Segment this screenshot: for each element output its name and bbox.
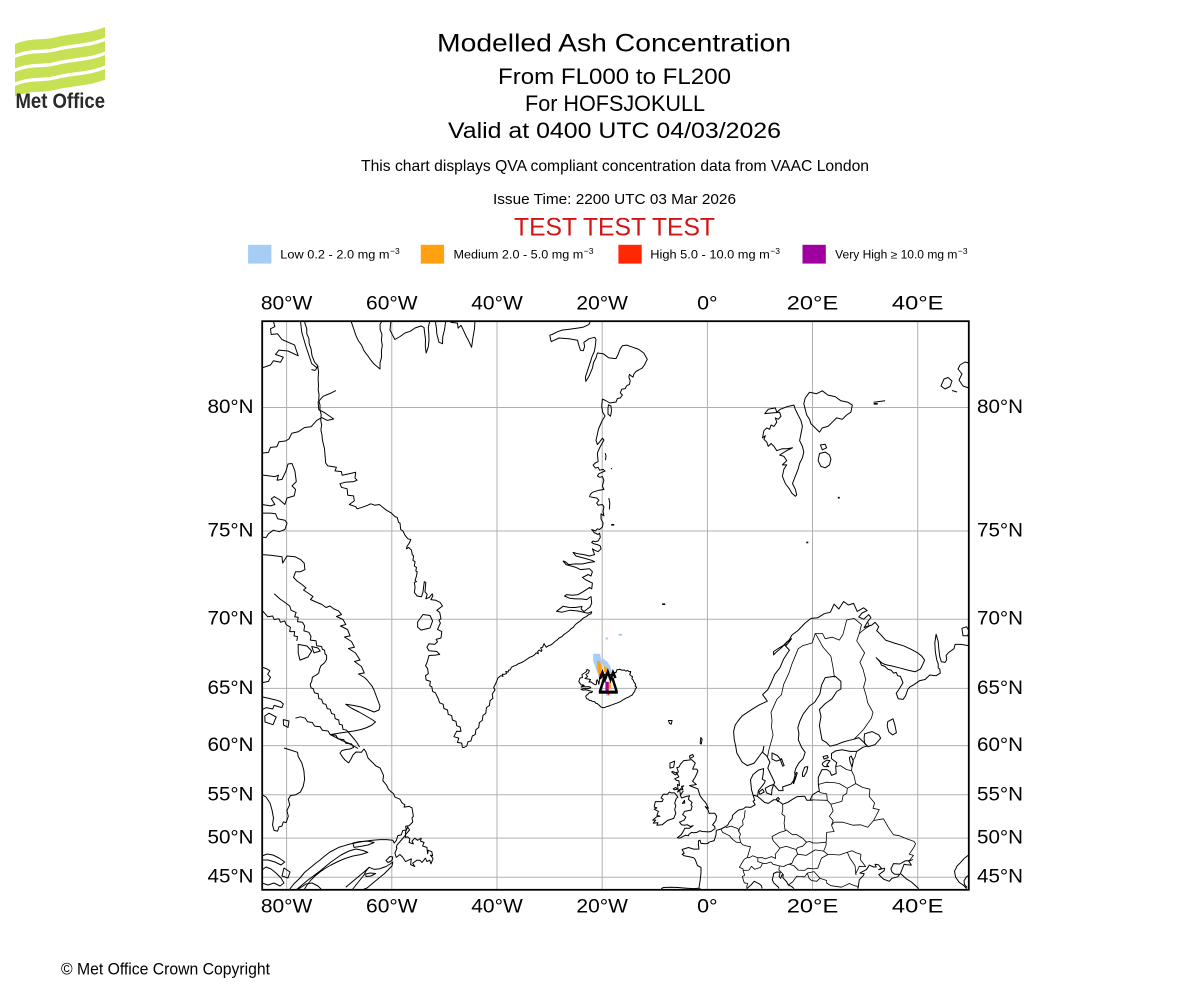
svg-text:−3: −3 <box>390 246 400 256</box>
svg-text:Medium 2.0 - 5.0 mg m: Medium 2.0 - 5.0 mg m <box>454 249 584 261</box>
svg-text:20°E: 20°E <box>787 896 839 918</box>
svg-text:This chart displays QVA compli: This chart displays QVA compliant concen… <box>361 158 869 175</box>
svg-text:High 5.0 - 10.0 mg m: High 5.0 - 10.0 mg m <box>650 249 770 261</box>
svg-text:70°N: 70°N <box>208 608 254 630</box>
svg-text:75°N: 75°N <box>977 520 1023 542</box>
svg-text:Met Office: Met Office <box>16 90 106 113</box>
svg-text:50°N: 50°N <box>208 827 254 849</box>
svg-text:40°E: 40°E <box>892 896 944 918</box>
svg-text:20°E: 20°E <box>787 293 839 315</box>
svg-text:65°N: 65°N <box>977 677 1023 699</box>
svg-text:60°N: 60°N <box>977 734 1023 756</box>
svg-text:© Met Office Crown Copyright: © Met Office Crown Copyright <box>61 961 270 979</box>
svg-text:Low 0.2 - 2.0 mg m: Low 0.2 - 2.0 mg m <box>280 249 389 261</box>
svg-text:Issue Time: 2200 UTC 03 Mar 20: Issue Time: 2200 UTC 03 Mar 2026 <box>493 191 736 208</box>
svg-text:45°N: 45°N <box>208 866 254 888</box>
svg-text:75°N: 75°N <box>208 520 254 542</box>
svg-text:70°N: 70°N <box>977 608 1023 630</box>
svg-text:40°E: 40°E <box>892 293 944 315</box>
svg-text:80°W: 80°W <box>261 896 313 918</box>
svg-text:20°W: 20°W <box>576 896 628 918</box>
svg-text:20°W: 20°W <box>576 293 628 315</box>
svg-text:60°N: 60°N <box>208 734 254 756</box>
svg-text:55°N: 55°N <box>208 783 254 805</box>
svg-text:TEST TEST TEST: TEST TEST TEST <box>514 214 715 242</box>
svg-text:65°N: 65°N <box>208 677 254 699</box>
svg-text:−3: −3 <box>584 246 594 256</box>
svg-text:60°W: 60°W <box>366 293 418 315</box>
svg-text:50°N: 50°N <box>977 827 1023 849</box>
svg-text:−3: −3 <box>958 246 968 256</box>
svg-text:Modelled Ash Concentration: Modelled Ash Concentration <box>437 30 791 58</box>
svg-text:45°N: 45°N <box>977 866 1023 888</box>
svg-text:55°N: 55°N <box>977 783 1023 805</box>
svg-text:Very High ≥ 10.0 mg m: Very High ≥ 10.0 mg m <box>835 249 957 261</box>
svg-text:80°W: 80°W <box>261 293 313 315</box>
svg-text:From FL000 to FL200: From FL000 to FL200 <box>498 64 731 89</box>
svg-text:60°W: 60°W <box>366 896 418 918</box>
svg-text:For HOFSJOKULL: For HOFSJOKULL <box>525 91 705 116</box>
svg-text:0°: 0° <box>697 293 718 315</box>
svg-text:40°W: 40°W <box>471 293 523 315</box>
svg-text:80°N: 80°N <box>977 396 1023 418</box>
svg-text:40°W: 40°W <box>471 896 523 918</box>
svg-text:80°N: 80°N <box>208 396 254 418</box>
svg-text:−3: −3 <box>770 246 780 256</box>
svg-text:Valid at 0400 UTC 04/03/2026: Valid at 0400 UTC 04/03/2026 <box>448 118 781 143</box>
svg-text:0°: 0° <box>697 896 718 918</box>
